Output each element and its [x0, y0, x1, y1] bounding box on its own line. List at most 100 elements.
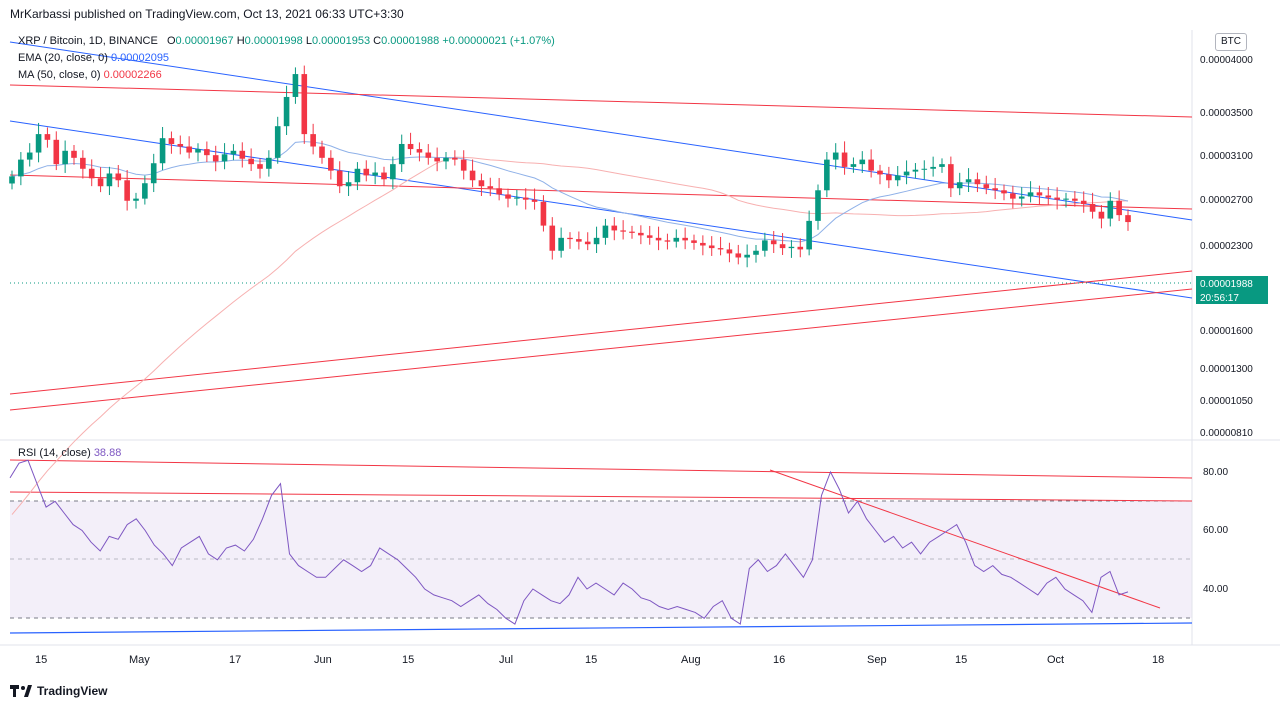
candle-body: [71, 150, 77, 158]
rsi-line: [9, 459, 1129, 625]
rsi-blue-support-line: [9, 622, 1193, 634]
candle-body: [434, 157, 440, 162]
candle-body: [1036, 192, 1043, 196]
candle-body: [770, 240, 777, 245]
candle-body: [381, 172, 387, 180]
candle-body: [62, 150, 68, 165]
candle-body: [168, 138, 175, 144]
time-tick: 17: [229, 654, 241, 666]
candle-body: [620, 230, 626, 232]
ema-20-line: [11, 141, 1129, 243]
candle-body: [1010, 193, 1016, 199]
rsi-polyline: [9, 459, 1129, 625]
candle-body: [88, 168, 95, 179]
candle-body: [345, 182, 352, 187]
time-tick: Oct: [1047, 654, 1064, 666]
candle-body: [522, 197, 529, 200]
high-value: 0.00001998: [244, 35, 303, 47]
candle-body: [292, 74, 299, 97]
candle-body: [230, 150, 237, 155]
symbol-name[interactable]: XRP / Bitcoin, 1D, BINANCE: [18, 35, 158, 47]
candle-body: [319, 146, 325, 158]
candle-body: [593, 237, 600, 245]
candle-body: [1116, 200, 1122, 216]
candle-body: [1063, 198, 1069, 200]
candle-body: [824, 159, 830, 191]
candle-body: [700, 242, 706, 246]
candle-body: [717, 248, 724, 250]
candle-body: [478, 180, 485, 187]
candle-body: [53, 139, 60, 165]
candle-body: [540, 201, 547, 226]
rsi-legend[interactable]: RSI (14, close) 38.88: [18, 447, 121, 459]
candle-body: [965, 179, 972, 183]
candle-body: [283, 96, 290, 127]
low-label: L: [305, 35, 312, 47]
candle-body: [186, 146, 192, 153]
tradingview-footer[interactable]: TradingView: [10, 684, 107, 698]
candle-body: [1001, 190, 1007, 194]
red-trendline-top: [9, 84, 1193, 118]
candle-body: [912, 169, 919, 172]
candle-body: [1125, 215, 1131, 223]
candle-body: [115, 173, 122, 181]
time-tick: 16: [773, 654, 785, 666]
rsi-value: 38.88: [93, 447, 122, 459]
candle-body: [797, 246, 804, 250]
price-tick: 0.00003500: [1200, 108, 1253, 119]
candle-body: [868, 159, 874, 171]
time-tick: 15: [402, 654, 414, 666]
time-tick: Jun: [314, 654, 332, 666]
ema-label: EMA (20, close, 0): [18, 52, 108, 64]
rsi-red-top-line: [9, 459, 1193, 479]
candle-body: [886, 174, 892, 181]
candle-body: [221, 154, 228, 162]
candles-group: [9, 65, 1131, 268]
candle-body: [106, 173, 113, 187]
price-tick: 0.00001600: [1200, 326, 1253, 337]
low-value: 0.00001953: [311, 35, 371, 47]
price-pane: [0, 30, 1192, 439]
candle-body: [133, 198, 139, 201]
last-price-badge: [1196, 276, 1268, 290]
candle-body: [1054, 197, 1060, 200]
candle-body: [779, 244, 786, 249]
candle-body: [469, 170, 476, 181]
ema-legend[interactable]: EMA (20, close, 0) 0.00002095: [18, 52, 169, 64]
price-tick: 0.00001300: [1200, 364, 1253, 375]
candle-body: [266, 157, 272, 169]
candle-body: [921, 168, 928, 170]
candle-body: [452, 157, 458, 160]
candle-body: [992, 188, 998, 191]
candle-body: [576, 239, 582, 242]
time-tick: 15: [585, 654, 597, 666]
rsi-red-second-line: [9, 491, 1193, 502]
ma-polyline: [11, 156, 1129, 515]
ma-50-line: [11, 156, 1129, 515]
price-tick: 0.00002700: [1200, 195, 1253, 206]
candle-body: [549, 225, 556, 251]
currency-button[interactable]: BTC: [1215, 33, 1247, 51]
close-value: 0.00001988: [381, 35, 440, 47]
change-value: +0.00000021 (+1.07%): [442, 35, 555, 47]
time-tick: Jul: [499, 654, 513, 666]
close-label: C: [373, 35, 382, 47]
candle-body: [1027, 192, 1034, 197]
candle-body: [487, 186, 494, 189]
tradingview-brand: TradingView: [37, 684, 108, 698]
candle-body: [80, 157, 86, 169]
candle-body: [655, 237, 662, 241]
candle-body: [328, 157, 334, 171]
candle-body: [248, 158, 254, 165]
candle-body: [939, 164, 945, 167]
ma-legend[interactable]: MA (50, close, 0) 0.00002266: [18, 69, 162, 81]
rsi-tick: 80.00: [1203, 467, 1228, 478]
candle-body: [974, 179, 981, 185]
symbol-legend: XRP / Bitcoin, 1D, BINANCE O0.00001967 H…: [18, 35, 555, 47]
candle-body: [531, 199, 538, 202]
candle-body: [460, 159, 467, 171]
candle-body: [948, 164, 954, 189]
candle-body: [407, 143, 414, 150]
candle-body: [505, 194, 511, 199]
time-tick: Aug: [681, 654, 701, 666]
